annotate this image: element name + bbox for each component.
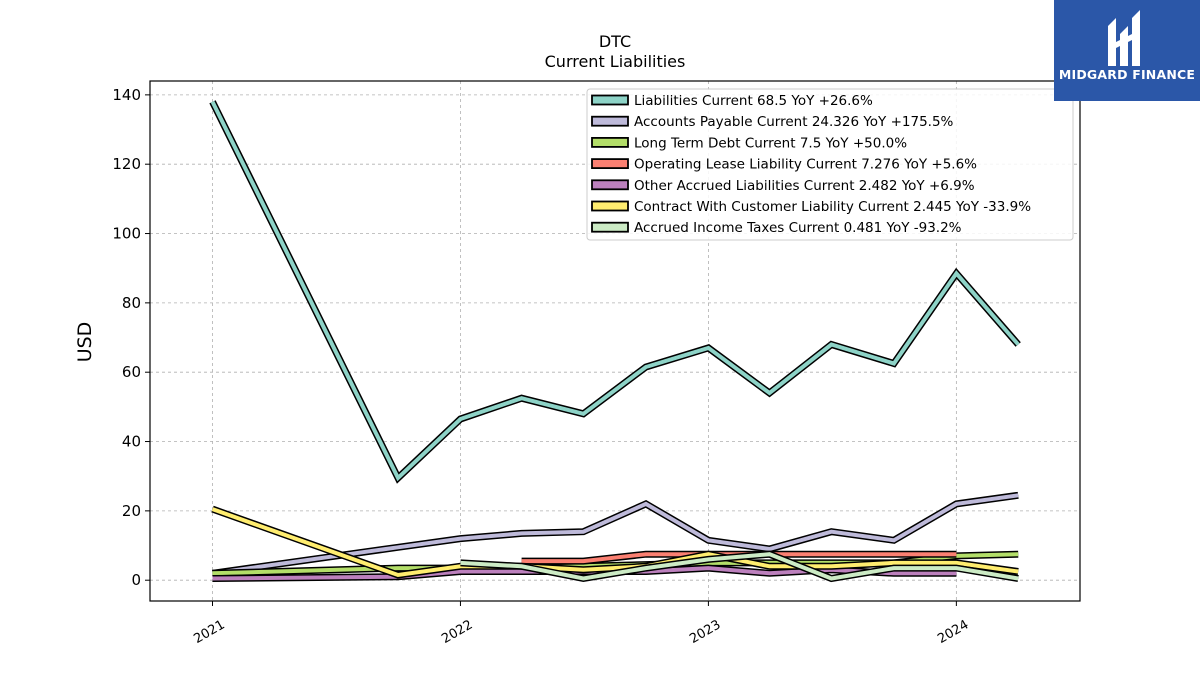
y-tick-label: 100 — [112, 225, 141, 243]
legend-box — [586, 88, 1074, 241]
legend-swatch — [591, 179, 629, 191]
y-tick-label: 20 — [122, 502, 141, 520]
x-tick-label: 2022 — [439, 617, 475, 647]
chart-subtitle: Current Liabilities — [545, 52, 686, 71]
legend-entry: Liabilities Current 68.5 YoY +26.6% — [634, 93, 873, 109]
legend-swatch — [591, 221, 629, 233]
legend-swatch — [591, 115, 629, 127]
y-tick-label: 40 — [122, 433, 141, 451]
x-tick-label: 2021 — [191, 617, 227, 647]
legend-entry: Contract With Customer Liability Current… — [634, 199, 1031, 215]
y-tick-label: 60 — [122, 363, 141, 381]
x-tick-label: 2023 — [687, 617, 723, 647]
legend-swatch — [591, 200, 629, 212]
legend-swatch — [591, 158, 629, 170]
midgard-finance-logo: MIDGARD FINANCE — [1054, 0, 1200, 101]
y-tick-label: 80 — [122, 294, 141, 312]
y-axis: 0 20 40 60 80 100 120 140 — [112, 86, 150, 589]
legend-entry: Long Term Debt Current 7.5 YoY +50.0% — [634, 135, 907, 151]
x-tick-label: 2024 — [935, 617, 971, 647]
midgard-logo-icon — [1108, 10, 1140, 66]
series-line-1 — [210, 100, 1020, 482]
legend-swatch — [591, 94, 629, 106]
series-line-2 — [212, 493, 1019, 576]
y-tick-label: 120 — [112, 155, 141, 173]
series-line-7 — [460, 552, 1019, 581]
x-axis: 2021 2022 2023 2024 — [191, 601, 971, 647]
legend-entry: Operating Lease Liability Current 7.276 … — [634, 157, 977, 173]
logo-text: MIDGARD FINANCE — [1058, 67, 1196, 82]
legend-entry: Accrued Income Taxes Current 0.481 YoY -… — [634, 220, 962, 236]
legend-entry: Other Accrued Liabilities Current 2.482 … — [634, 178, 975, 194]
series-lines — [209, 100, 1021, 583]
y-tick-label: 0 — [131, 571, 141, 589]
plot-frame — [149, 80, 1081, 602]
y-tick-label: 140 — [112, 86, 141, 104]
legend-entry: Accounts Payable Current 24.326 YoY +175… — [634, 114, 954, 130]
y-axis-label: USD — [74, 322, 96, 363]
legend-swatch — [591, 136, 629, 148]
chart-title: DTC — [599, 32, 631, 51]
legend: Liabilities Current 68.5 YoY +26.6% Accou… — [586, 88, 1074, 241]
